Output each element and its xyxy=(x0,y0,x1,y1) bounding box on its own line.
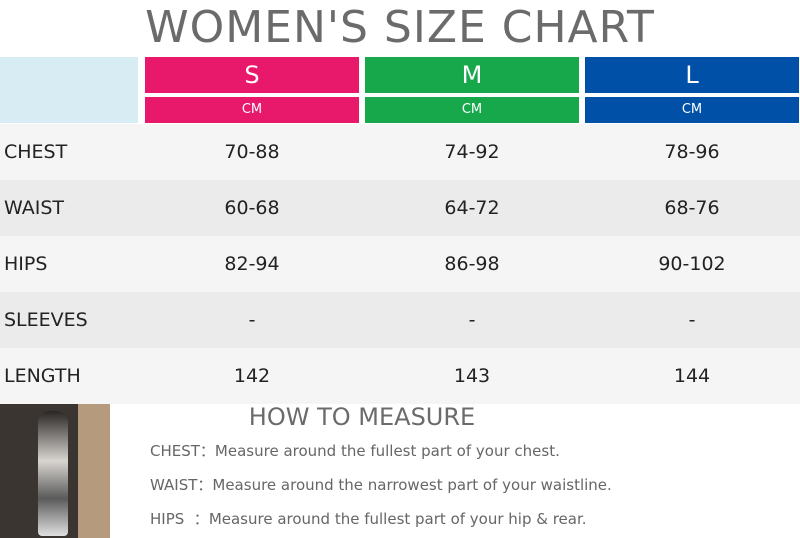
table-cell: 143 xyxy=(453,365,491,387)
row-label: LENGTH xyxy=(4,365,81,387)
table-cell: 64-72 xyxy=(444,197,500,219)
table-cell: 142 xyxy=(233,365,271,387)
measure-label: HIPS ： xyxy=(150,510,209,528)
measure-text: Measure around the fullest part of your … xyxy=(214,442,560,460)
row-label: HIPS xyxy=(4,253,48,275)
table-cell: 68-76 xyxy=(664,197,720,219)
table-cell: - xyxy=(248,309,256,331)
table-row: LENGTH 142 143 144 xyxy=(0,348,800,404)
table-row: WAIST 60-68 64-72 68-76 xyxy=(0,180,800,236)
table-cell: 78-96 xyxy=(664,141,720,163)
measure-text: Measure around the fullest part of your … xyxy=(208,510,587,528)
measure-label: WAIST： xyxy=(150,476,213,494)
measure-label: CHEST： xyxy=(150,442,215,460)
row-label: WAIST xyxy=(4,197,65,219)
size-header: S xyxy=(145,57,359,93)
measure-item: CHEST：Measure around the fullest part of… xyxy=(150,440,790,462)
unit-header: CM xyxy=(585,97,799,123)
table-cell: 86-98 xyxy=(444,253,500,275)
size-header: L xyxy=(585,57,799,93)
title: WOMEN'S SIZE CHART xyxy=(145,2,655,53)
table-row: HIPS 82-94 86-98 90-102 xyxy=(0,236,800,292)
model-figure xyxy=(38,411,68,536)
table-cell: - xyxy=(468,309,476,331)
size-header: M xyxy=(365,57,579,93)
table-cell: 70-88 xyxy=(224,141,280,163)
row-label: CHEST xyxy=(4,141,68,163)
table-cell: 60-68 xyxy=(224,197,280,219)
table-cell: 82-94 xyxy=(224,253,280,275)
measure-text: Measure around the narrowest part of you… xyxy=(212,476,612,494)
measure-item: HIPS ：Measure around the fullest part of… xyxy=(150,508,790,530)
table-cell: 74-92 xyxy=(444,141,500,163)
table-cell: - xyxy=(688,309,696,331)
unit-header: CM xyxy=(365,97,579,123)
table-row: CHEST 70-88 74-92 78-96 xyxy=(0,124,800,180)
header-corner xyxy=(0,57,138,123)
door-frame xyxy=(78,403,110,538)
measure-title: HOW TO MEASURE xyxy=(248,403,476,431)
measure-item: WAIST：Measure around the narrowest part … xyxy=(150,474,790,496)
row-label: SLEEVES xyxy=(4,309,88,331)
table-cell: 144 xyxy=(673,365,711,387)
table-cell: 90-102 xyxy=(658,253,726,275)
unit-header: CM xyxy=(145,97,359,123)
model-photo xyxy=(0,403,110,538)
table-row: SLEEVES - - - xyxy=(0,292,800,348)
